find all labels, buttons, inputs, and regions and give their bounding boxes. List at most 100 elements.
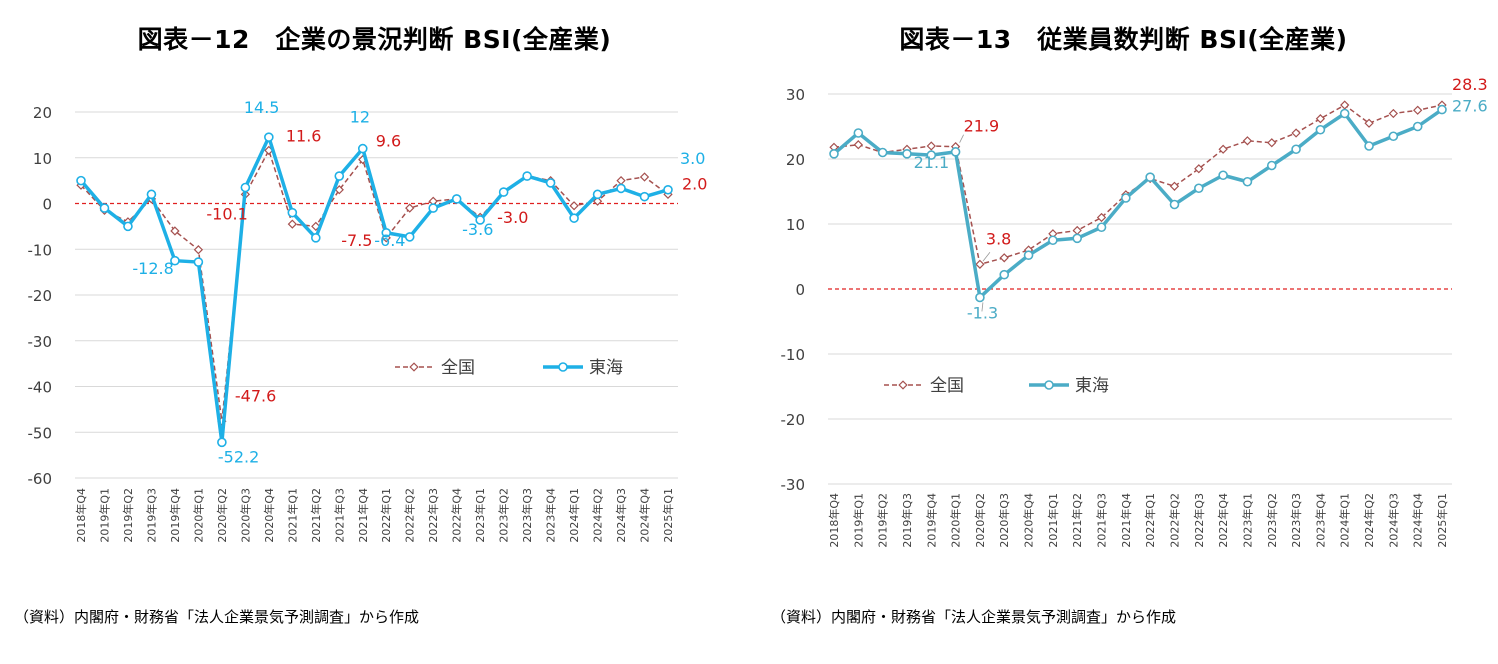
x-tick-label: 2025年Q1 [1435,493,1449,548]
y-tick-label: -40 [28,379,53,397]
y-tick-label: -10 [781,346,806,364]
x-tick-label: 2021年Q2 [309,488,323,543]
data-point-tokai [381,227,392,238]
source-note: （資料）内閣府・財務省「法人企業景気予測調査」から作成 [771,608,1177,626]
data-point-zenkoku [1096,212,1107,223]
data-label: 2.0 [682,174,707,193]
x-tick-label: 2020年Q1 [949,493,963,548]
x-tick-label: 2024年Q1 [1338,493,1352,548]
data-point-tokai [569,213,579,223]
data-point-tokai [240,182,251,193]
x-tick-label: 2022年Q1 [1143,493,1157,548]
x-tick-label: 2019年Q4 [168,488,182,543]
data-point-tokai [1339,108,1350,119]
data-label: 28.3 [1452,75,1488,94]
chart-panel-business-conditions: 図表－12 企業の景況判断 BSI(全産業) 20 10 0 -10 -20 -30 -40… [14,25,708,626]
data-point-zenkoku [592,196,603,206]
x-tick-label: 2021年Q1 [1046,493,1060,548]
x-tick-label: 2023年Q2 [497,488,511,543]
x-tick-label: 2023年Q1 [473,488,487,543]
x-tick-label: 2021年Q1 [285,488,299,543]
data-point-tokai [1291,144,1301,155]
data-point-zenkoku [926,141,936,151]
data-point-tokai [404,232,415,242]
data-point-zenkoku [1072,225,1082,236]
data-point-tokai [217,437,227,448]
data-point-tokai [1388,131,1399,142]
data-point-tokai [926,150,937,160]
data-point-zenkoku [287,219,297,229]
legend-marker-zenkoku [898,380,908,390]
data-point-tokai [545,178,556,188]
data-label: -7.5 [341,231,372,250]
data-point-zenkoku [311,221,321,232]
data-point-zenkoku [569,201,579,211]
data-point-tokai [264,132,274,142]
data-label: -52.2 [218,447,259,466]
data-point-tokai [902,149,912,159]
legend-label: 全国 [930,376,964,396]
series-line-zenkoku [80,148,669,422]
data-point-tokai [639,191,650,202]
y-tick-label: -20 [781,411,806,429]
x-tick-label: 2019年Q4 [924,493,938,548]
data-point-zenkoku [1413,105,1423,115]
x-tick-label: 2019年Q2 [121,488,135,543]
data-point-tokai [950,147,961,157]
label-leader-line [982,252,991,262]
x-tick-label: 2018年Q4 [74,488,88,543]
data-point-zenkoku [405,203,415,213]
data-point-tokai [1145,172,1155,182]
x-tick-label: 2019年Q1 [97,488,111,543]
x-tick-label: 2022年Q3 [426,488,440,543]
x-tick-label: 2021年Q3 [1095,493,1109,548]
y-tick-label: 20 [786,151,805,169]
data-point-zenkoku [1388,108,1399,119]
data-point-tokai [1096,222,1107,233]
data-point-tokai [287,207,298,218]
chart-title: 図表－12 企業の景況判断 BSI(全産業) [137,25,612,54]
data-point-zenkoku [1364,118,1374,128]
x-tick-label: 2020年Q3 [238,488,252,543]
x-tick-label: 2020年Q4 [262,488,276,543]
x-tick-label: 2024年Q1 [567,488,581,543]
data-point-tokai [1412,121,1423,132]
data-label: 12 [350,108,370,127]
x-tick-label: 2020年Q4 [1022,493,1036,548]
y-tick-label: -10 [28,241,53,259]
bsi-business-conditions-chart: 20 10 0 -10 -20 -30 -40 -50 -60 2018年Q4 2019年Q1 201… [28,98,708,543]
data-point-zenkoku [1340,100,1350,110]
data-point-zenkoku [1291,128,1301,138]
y-tick-label: -30 [781,476,806,494]
data-point-zenkoku [1315,114,1326,124]
y-tick-label: -20 [28,287,53,305]
data-point-tokai [663,184,673,195]
data-point-tokai [334,171,345,181]
legend-marker-zenkoku [409,362,419,372]
data-label: -10.1 [206,205,247,224]
data-point-zenkoku [999,253,1009,263]
data-point-zenkoku [853,140,863,150]
legend-label: 全国 [441,358,475,378]
data-label: 11.6 [286,126,322,145]
data-point-tokai [1121,193,1131,203]
y-tick-label: 0 [42,196,52,214]
x-tick-label: 2023年Q4 [544,488,558,543]
data-point-tokai [1364,141,1374,151]
x-tick-label: 2019年Q1 [851,493,865,548]
data-point-zenkoku [170,226,180,236]
x-tick-label: 2025年Q1 [661,488,675,543]
x-tick-label: 2019年Q3 [144,488,158,543]
data-point-tokai [1266,160,1277,171]
data-point-tokai [1048,235,1058,246]
x-tick-label: 2024年Q4 [1411,493,1425,548]
data-point-tokai [1218,170,1228,181]
data-point-tokai [1072,233,1083,244]
data-point-tokai [475,215,485,225]
data-point-tokai [451,194,462,204]
data-point-tokai [877,147,888,158]
x-tick-label: 2024年Q4 [638,488,652,543]
data-point-tokai [853,128,864,138]
data-point-tokai [99,203,110,213]
data-point-tokai [1023,250,1034,260]
